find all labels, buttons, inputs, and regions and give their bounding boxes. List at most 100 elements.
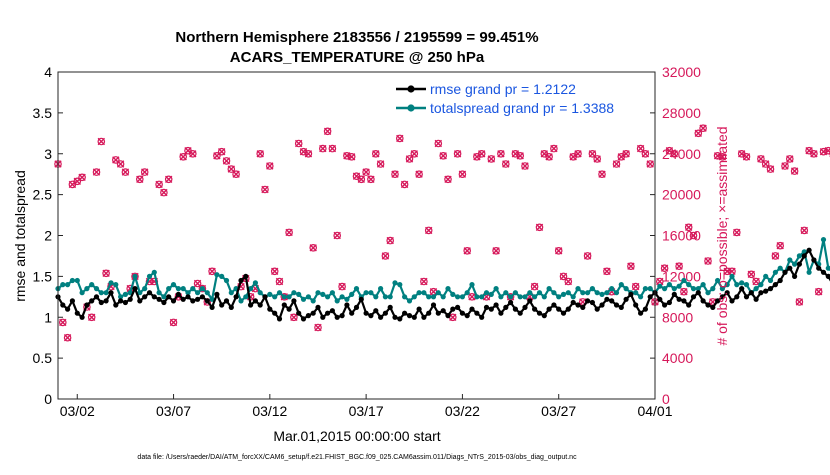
totalspread-point (595, 290, 600, 295)
obs-count-point (801, 227, 807, 233)
rmse-point (364, 311, 369, 316)
y2-tick-label: 8000 (662, 309, 693, 325)
totalspread-point (575, 286, 580, 291)
rmse-point (190, 298, 195, 303)
totalspread-point (667, 282, 672, 287)
rmse-point (575, 302, 580, 307)
rmse-point (171, 298, 176, 303)
rmse-point (166, 294, 171, 299)
totalspread-point (113, 282, 118, 287)
rmse-point (681, 298, 686, 303)
rmse-point (402, 311, 407, 316)
totalspread-point (648, 286, 653, 291)
rmse-point (754, 297, 759, 302)
rmse-point (132, 286, 137, 291)
y-tick-label: 2 (44, 228, 52, 244)
rmse-point (436, 311, 441, 316)
obs-assimilated-marker (782, 163, 788, 169)
rmse-point (595, 307, 600, 312)
rmse-point (677, 297, 682, 302)
y-tick-label: 3.5 (33, 105, 53, 121)
rmse-point (527, 298, 532, 303)
obs-assimilated-marker (753, 278, 759, 284)
totalspread-point (489, 292, 494, 297)
rmse-point (421, 315, 426, 320)
totalspread-point (325, 294, 330, 299)
totalspread-point (108, 280, 113, 285)
totalspread-point (744, 282, 749, 287)
totalspread-point (99, 290, 104, 295)
rmse-point (657, 297, 662, 302)
chart-title: Northern Hemisphere 2183556 / 2195599 = … (175, 29, 538, 46)
rmse-point (108, 290, 113, 295)
rmse-point (773, 282, 778, 287)
totalspread-point (171, 282, 176, 287)
totalspread-point (147, 274, 152, 279)
obs-count-point (791, 168, 797, 174)
rmse-point (176, 292, 181, 297)
totalspread-point (368, 290, 373, 295)
rmse-point (455, 305, 460, 310)
rmse-point (277, 316, 282, 321)
obs-count-point (705, 258, 711, 264)
y-tick-label: 0 (44, 391, 52, 407)
rmse-point (763, 289, 768, 294)
totalspread-point (344, 297, 349, 302)
rmse-point (412, 315, 417, 320)
rmse-point (532, 307, 537, 312)
obs-count-point (767, 166, 773, 172)
rmse-point (123, 300, 128, 305)
totalspread-point (691, 286, 696, 291)
rmse-point (556, 307, 561, 312)
rmse-point (157, 297, 162, 302)
totalspread-point (729, 274, 734, 279)
obs-assimilated-marker (748, 271, 754, 277)
obs-count-point (772, 253, 778, 259)
rmse-point (340, 313, 345, 318)
rmse-point (113, 302, 118, 307)
rmse-point (807, 248, 812, 253)
totalspread-point (701, 282, 706, 287)
totalspread-point (253, 280, 258, 285)
rmse-point (229, 305, 234, 310)
totalspread-point (311, 298, 316, 303)
totalspread-point (378, 286, 383, 291)
totalspread-point (412, 294, 417, 299)
totalspread-point (166, 286, 171, 291)
rmse-point (354, 305, 359, 310)
legend-rmse-marker (407, 85, 414, 92)
totalspread-point (392, 280, 397, 285)
obs-count-point (796, 299, 802, 305)
totalspread-point (566, 290, 571, 295)
totalspread-point (335, 298, 340, 303)
totalspread-point (238, 298, 243, 303)
totalspread-point (662, 286, 667, 291)
totalspread-point (272, 294, 277, 299)
obs-assimilated-marker (734, 229, 740, 235)
obs-count-point (816, 289, 822, 295)
totalspread-point (508, 294, 513, 299)
y2-axis-label: # of obs: o=possible; ×=assimilated (714, 126, 730, 345)
rmse-point (161, 300, 166, 305)
totalspread-point (542, 294, 547, 299)
rmse-point (373, 308, 378, 313)
rmse-point (407, 313, 412, 318)
totalspread-point (301, 297, 306, 302)
obs-assimilated-marker (816, 289, 822, 295)
rmse-point (672, 292, 677, 297)
totalspread-point (778, 266, 783, 271)
rmse-point (70, 298, 75, 303)
rmse-point (267, 307, 272, 312)
totalspread-point (60, 282, 65, 287)
obs-assimilated-marker (777, 243, 783, 249)
totalspread-point (243, 294, 248, 299)
totalspread-point (792, 262, 797, 267)
totalspread-point (84, 286, 89, 291)
rmse-point (185, 294, 190, 299)
rmse-point (224, 298, 229, 303)
rmse-point (624, 297, 629, 302)
totalspread-point (624, 286, 629, 291)
rmse-point (739, 286, 744, 291)
rmse-point (816, 266, 821, 271)
rmse-point (614, 302, 619, 307)
